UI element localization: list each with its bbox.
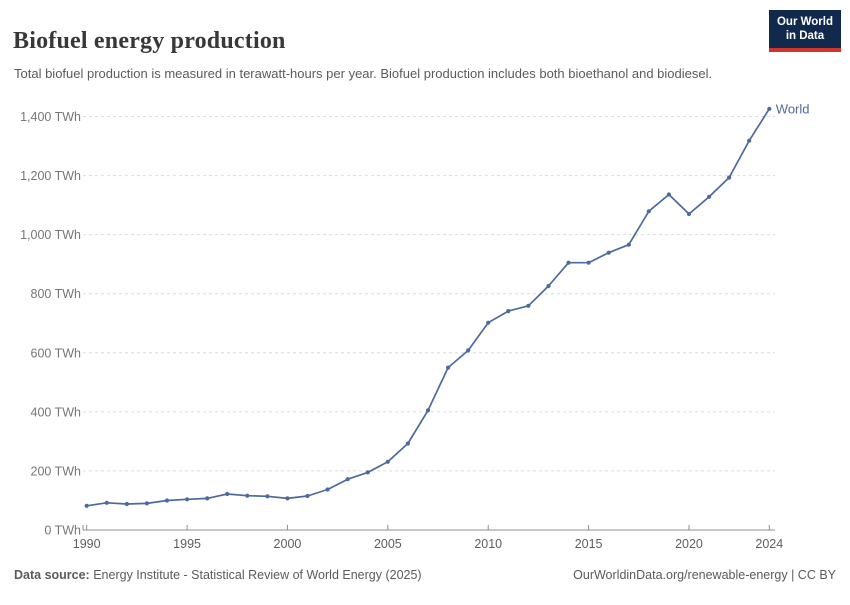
data-point — [345, 477, 350, 482]
y-tick-label: 0 TWh — [44, 524, 81, 538]
data-point — [425, 408, 431, 413]
data-point — [124, 501, 129, 507]
data-point — [486, 320, 491, 325]
data-point — [84, 503, 89, 508]
data-source: Data source: Energy Institute - Statisti… — [14, 568, 422, 582]
data-point — [707, 194, 712, 199]
owid-logo[interactable]: Our World in Data — [768, 10, 841, 52]
data-point — [405, 441, 410, 446]
data-point — [164, 498, 170, 503]
series-label-world[interactable]: World — [776, 101, 810, 116]
data-point — [466, 348, 471, 353]
y-tick-label: 1,400 TWh — [20, 110, 81, 124]
data-point — [446, 365, 451, 370]
data-point — [285, 496, 290, 501]
data-point — [506, 309, 511, 314]
x-tick-label: 1995 — [173, 537, 201, 551]
data-point — [305, 493, 310, 499]
chart-footer: Data source: Energy Institute - Statisti… — [14, 568, 836, 582]
data-point — [626, 242, 631, 247]
data-point — [646, 209, 651, 214]
data-point — [325, 487, 330, 492]
world-series-line[interactable] — [85, 107, 771, 507]
y-tick-label: 1,000 TWh — [20, 228, 81, 242]
data-source-text: Energy Institute - Statistical Review of… — [89, 568, 422, 582]
x-tick-label: 2000 — [274, 537, 302, 551]
data-point — [225, 491, 230, 497]
data-point — [566, 260, 571, 265]
y-tick-label: 400 TWh — [31, 405, 82, 419]
credit-link[interactable]: OurWorldinData.org/renewable-energy | CC… — [573, 568, 836, 582]
data-point — [526, 303, 531, 308]
data-point — [185, 497, 190, 502]
data-point — [365, 470, 370, 475]
data-point — [586, 260, 591, 265]
data-point — [265, 494, 270, 499]
y-tick-label: 1,200 TWh — [20, 169, 81, 183]
data-point — [245, 493, 250, 498]
x-tick-label: 2024 — [755, 537, 783, 551]
y-tick-label: 800 TWh — [31, 287, 82, 301]
data-point — [144, 501, 149, 506]
x-tick-label: 2010 — [474, 537, 502, 551]
data-source-label: Data source: — [14, 568, 90, 582]
data-point — [546, 283, 551, 289]
data-point — [747, 138, 752, 143]
owid-logo-line1: Our World — [776, 16, 833, 28]
data-point — [385, 459, 390, 464]
data-point — [767, 106, 772, 111]
data-point — [686, 211, 692, 217]
x-tick-label: 1990 — [73, 537, 101, 551]
data-point — [666, 192, 672, 197]
data-point — [205, 496, 210, 501]
x-tick-label: 2005 — [374, 537, 402, 551]
chart-subtitle: Total biofuel production is measured in … — [14, 66, 713, 81]
page-title: Biofuel energy production — [13, 28, 286, 55]
data-point — [606, 250, 611, 255]
x-tick-label: 2020 — [675, 537, 703, 551]
owid-logo-line2: in Data — [785, 30, 825, 43]
data-point — [104, 500, 109, 505]
y-tick-label: 600 TWh — [31, 346, 82, 360]
y-tick-label: 200 TWh — [31, 464, 82, 478]
x-tick-label: 2015 — [575, 537, 603, 551]
data-point — [727, 175, 732, 180]
